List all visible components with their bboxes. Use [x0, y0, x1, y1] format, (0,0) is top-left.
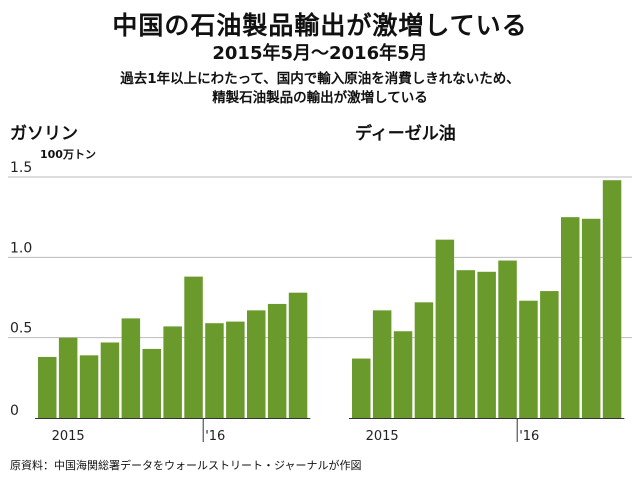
bar — [393, 331, 413, 418]
chart-description: 過去1年以上にわたって、国内で輸入原油を消費しきれないため、 精製石油製品の輸出… — [0, 70, 640, 108]
bar — [561, 217, 580, 418]
x-tick-label: '16 — [519, 429, 539, 444]
bar — [414, 302, 434, 418]
bar — [79, 355, 99, 418]
bar — [435, 239, 455, 418]
bar — [456, 270, 475, 418]
y-tick-label: 1.5 — [10, 160, 32, 176]
bar — [581, 218, 601, 418]
bar — [498, 260, 517, 418]
y-tick-label: 0 — [10, 403, 19, 419]
x-tick-label: '16 — [205, 429, 225, 444]
bar — [100, 342, 120, 418]
bar — [602, 180, 622, 418]
bar — [121, 318, 141, 418]
bar — [205, 323, 224, 418]
x-tick-label: 2015 — [366, 429, 399, 444]
bar — [519, 300, 538, 418]
bar — [540, 291, 559, 418]
bar — [38, 356, 57, 418]
chart-title: 中国の石油製品輸出が激増している — [112, 11, 528, 40]
bar — [247, 310, 266, 418]
bar — [58, 337, 78, 418]
bar — [184, 276, 203, 418]
bar — [267, 303, 287, 418]
panel-title-diesel: ディーゼル油 — [355, 124, 456, 144]
description-line-2: 精製石油製品の輸出が激増している — [212, 90, 428, 106]
chart-subtitle: 2015年5月～2016年5月 — [212, 43, 428, 64]
bar — [372, 310, 392, 418]
y-tick-label: 0.5 — [10, 321, 32, 337]
bar — [352, 358, 371, 418]
bar — [163, 326, 182, 418]
y-axis-unit: 100万トン — [40, 148, 96, 161]
bar — [288, 292, 308, 418]
x-tick-label: 2015 — [52, 429, 85, 444]
source-note: 原資料：中国海関総署データをウォールストリート・ジャーナルが作図 — [10, 459, 362, 472]
bar — [226, 321, 245, 418]
description-line-1: 過去1年以上にわたって、国内で輸入原油を消費しきれないため、 — [120, 71, 520, 87]
panel-title-gasoline: ガソリン — [10, 124, 78, 144]
bar — [477, 271, 496, 418]
y-tick-label: 1.0 — [10, 240, 32, 256]
bar — [142, 348, 161, 418]
